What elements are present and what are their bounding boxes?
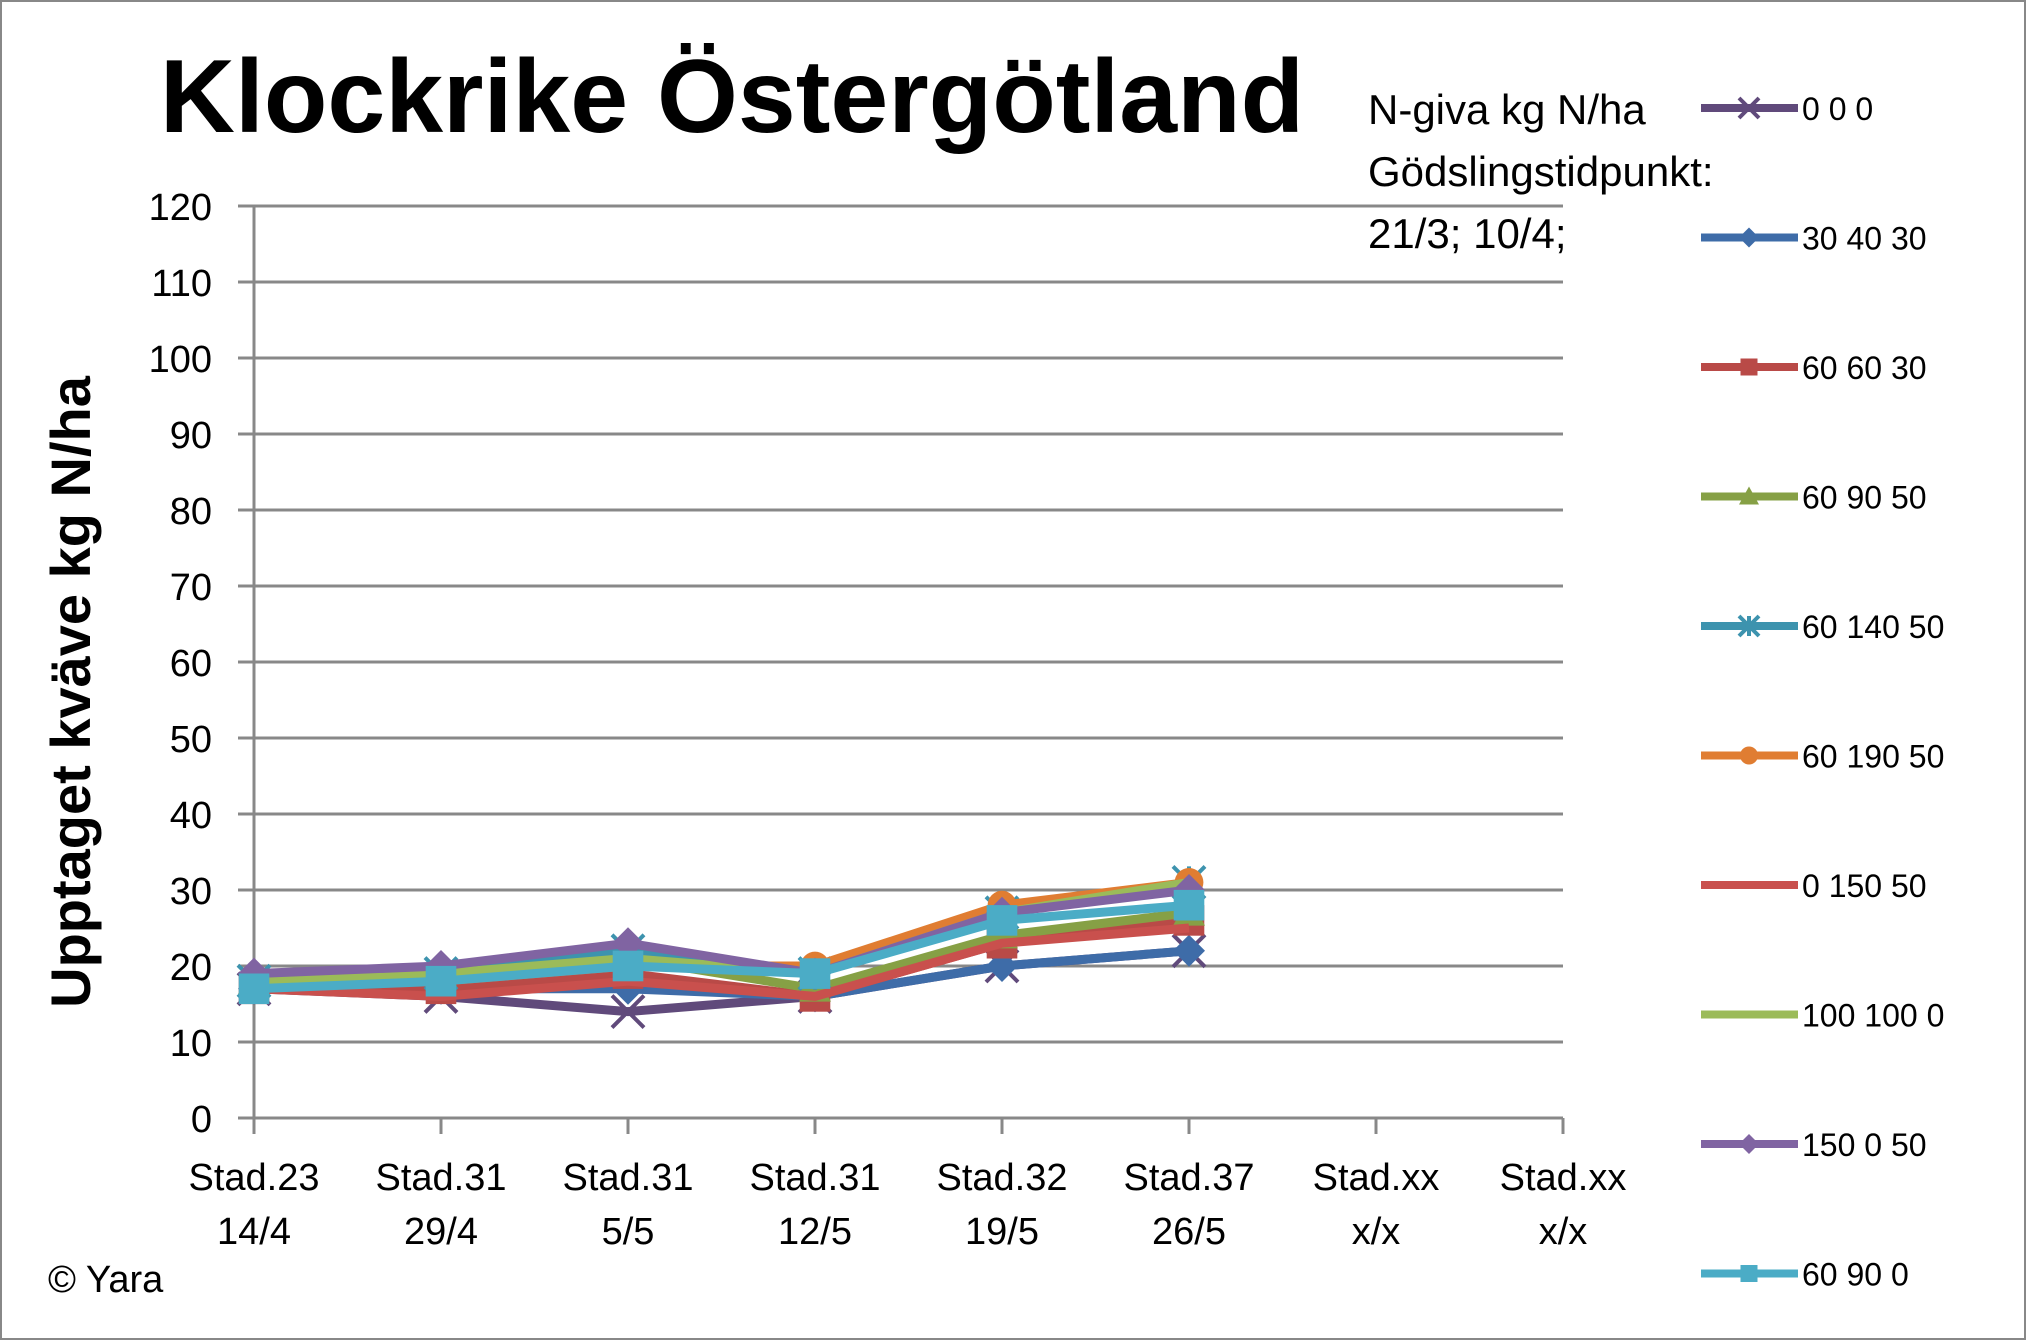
legend-marker — [1740, 746, 1758, 765]
legend-marker — [1737, 614, 1761, 638]
y-tick-label: 50 — [170, 719, 212, 761]
legend-label: 0 0 0 — [1802, 91, 1873, 127]
y-tick-label: 120 — [149, 187, 212, 229]
y-tick-label: 100 — [149, 339, 212, 381]
y-tick-label: 60 — [170, 643, 212, 685]
x-tick-label: Stad.xx — [1500, 1157, 1627, 1199]
x-tick-label: x/x — [1352, 1211, 1401, 1253]
y-tick-label: 90 — [170, 415, 212, 457]
chart-title: Klockrike Östergötland — [160, 39, 1304, 155]
legend-marker — [1737, 96, 1761, 120]
data-point — [799, 958, 831, 989]
data-point — [610, 994, 646, 1030]
data-point — [1173, 889, 1205, 921]
legend-label: 150 0 50 — [1802, 1127, 1927, 1163]
legend-title: N-giva kg N/ha — [1368, 86, 1646, 133]
series-line — [253, 923, 1190, 1001]
legend-label: 30 40 30 — [1802, 221, 1927, 257]
legend-label: 60 90 0 — [1802, 1257, 1909, 1293]
x-tick-label: Stad.31 — [750, 1157, 881, 1199]
legend-marker — [1739, 227, 1759, 248]
legend-title: 21/3; 10/4; — [1368, 210, 1567, 257]
legend-label: 60 60 30 — [1802, 350, 1927, 386]
data-point — [425, 965, 457, 997]
legend-label: 60 190 50 — [1802, 739, 1944, 775]
x-tick-label: Stad.31 — [376, 1157, 507, 1199]
x-tick-label: Stad.xx — [1313, 1157, 1440, 1199]
y-axis-label: Upptaget kväve kg N/ha — [39, 375, 102, 1008]
x-tick-label: x/x — [1539, 1211, 1588, 1253]
series-line — [253, 900, 1190, 994]
legend-marker — [1740, 358, 1758, 376]
x-tick-label: 29/4 — [404, 1211, 478, 1253]
x-tick-label: Stad.37 — [1124, 1157, 1255, 1199]
data-point — [238, 973, 270, 1005]
x-tick-label: Stad.31 — [563, 1157, 694, 1199]
x-tick-label: 12/5 — [778, 1211, 852, 1253]
x-tick-label: 26/5 — [1152, 1211, 1226, 1253]
x-tick-label: Stad.23 — [189, 1157, 320, 1199]
y-tick-label: 20 — [170, 947, 212, 989]
legend-title: Gödslingstidpunkt: — [1368, 148, 1714, 195]
data-point — [612, 950, 644, 982]
y-tick-label: 0 — [191, 1099, 212, 1141]
legend-label: 0 150 50 — [1802, 868, 1927, 904]
x-tick-label: 19/5 — [965, 1211, 1039, 1253]
y-tick-label: 40 — [170, 795, 212, 837]
x-tick-label: 14/4 — [217, 1211, 291, 1253]
data-point — [986, 905, 1018, 936]
legend-marker — [1740, 1265, 1758, 1282]
data-point — [1173, 934, 1205, 967]
y-tick-label: 30 — [170, 871, 212, 913]
series-line — [253, 885, 1190, 979]
y-tick-label: 80 — [170, 491, 212, 533]
legend-label: 60 140 50 — [1802, 609, 1944, 645]
legend-marker — [1739, 486, 1759, 505]
legend-marker — [1739, 1134, 1759, 1154]
y-tick-label: 10 — [170, 1023, 212, 1065]
copyright: © Yara — [48, 1259, 164, 1301]
legend-label: 100 100 0 — [1802, 998, 1944, 1034]
legend-label: 60 90 50 — [1802, 480, 1927, 516]
y-tick-label: 110 — [151, 263, 212, 305]
x-tick-label: Stad.32 — [937, 1157, 1068, 1199]
y-tick-label: 70 — [170, 567, 212, 609]
x-tick-label: 5/5 — [602, 1211, 655, 1253]
